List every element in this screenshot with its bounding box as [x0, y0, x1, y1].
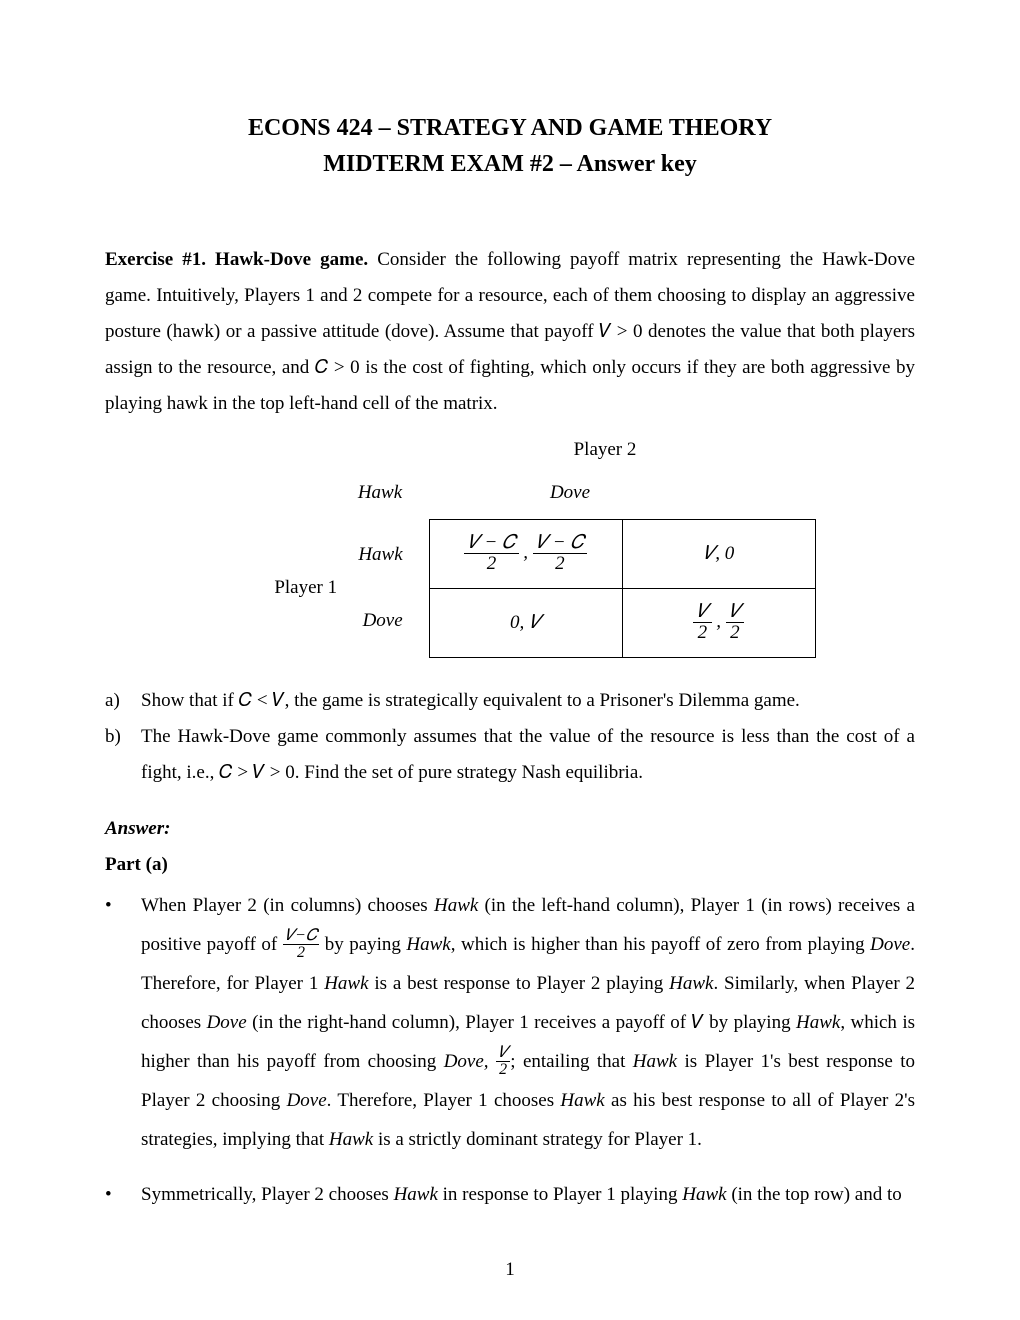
page: ECONS 424 – STRATEGY AND GAME THEORY MID… [0, 0, 1020, 1320]
bullet-1: When Player 2 (in columns) chooses Hawk … [105, 887, 915, 1160]
answer-heading: Answer: [105, 811, 915, 847]
course-title: ECONS 424 – STRATEGY AND GAME THEORY [105, 110, 915, 146]
player1-label: Player 1 [274, 570, 354, 606]
cell-hd: 𝑉, 0 [622, 519, 815, 588]
col-headers: Hawk Dove [285, 475, 915, 511]
exercise-heading: Exercise #1. Hawk-Dove game. [105, 249, 368, 270]
cell-hh: 𝑉 − 𝐶2 , 𝑉 − 𝐶2 [429, 519, 622, 588]
payoff-table: 𝑉 − 𝐶2 , 𝑉 − 𝐶2 𝑉, 0 0, 𝑉 𝑉2 , 𝑉2 [429, 519, 816, 658]
bullet-2: Symmetrically, Player 2 chooses Hawk in … [105, 1176, 915, 1215]
part-a-heading: Part (a) [105, 847, 915, 883]
row-headers: Hawk Dove [358, 522, 410, 654]
col-header-hawk: Hawk [285, 475, 475, 511]
row-header-hawk: Hawk [358, 522, 410, 588]
page-number: 1 [0, 1252, 1020, 1288]
cell-dd: 𝑉2 , 𝑉2 [622, 588, 815, 657]
frac-v2: 𝑉2 [496, 1045, 510, 1078]
col-header-dove: Dove [475, 475, 665, 511]
row-header-dove: Dove [358, 588, 410, 654]
cell-dh: 0, 𝑉 [429, 588, 622, 657]
question-list: Show that if 𝐶 < 𝑉, the game is strategi… [105, 683, 915, 791]
answer-bullets: When Player 2 (in columns) chooses Hawk … [105, 887, 915, 1215]
player2-label: Player 2 [295, 432, 915, 468]
question-a: Show that if 𝐶 < 𝑉, the game is strategi… [105, 683, 915, 719]
exercise-intro: Exercise #1. Hawk-Dove game. Consider th… [105, 242, 915, 422]
intro-text: Consider the following payoff matrix rep… [105, 249, 915, 414]
question-b: The Hawk-Dove game commonly assumes that… [105, 719, 915, 791]
frac-vc2: 𝑉−𝐶2 [283, 928, 319, 961]
payoff-matrix: Player 2 Hawk Dove Player 1 Hawk Dove 𝑉 … [105, 432, 915, 657]
doc-subtitle: MIDTERM EXAM #2 – Answer key [105, 146, 915, 182]
